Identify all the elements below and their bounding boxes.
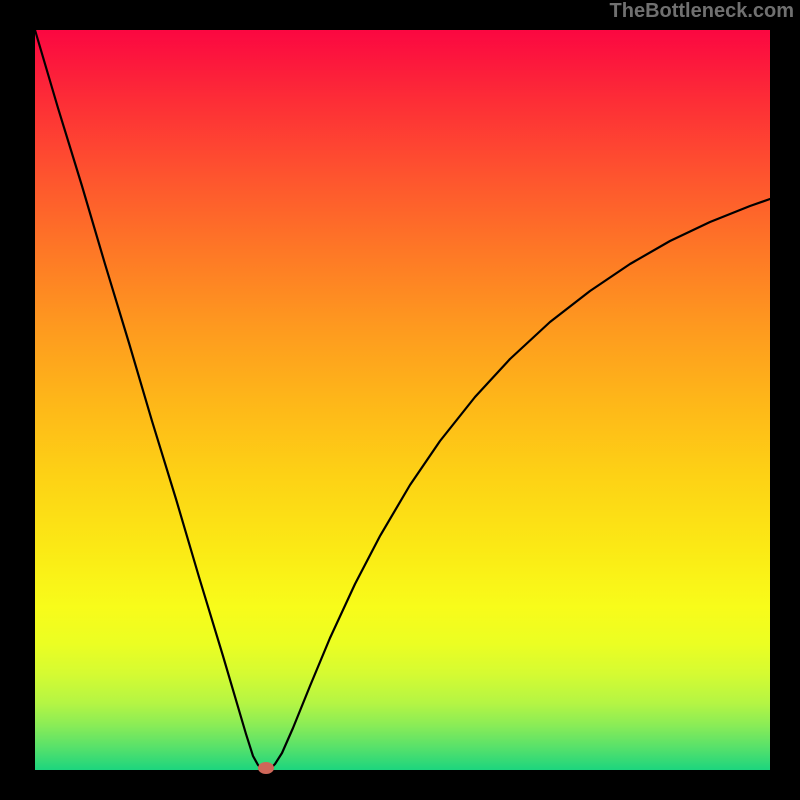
plot-area: [35, 30, 770, 770]
minimum-marker: [258, 762, 274, 774]
chart-container: { "chart": { "type": "line", "canvas": {…: [0, 0, 800, 800]
watermark-text: TheBottleneck.com: [610, 0, 794, 23]
